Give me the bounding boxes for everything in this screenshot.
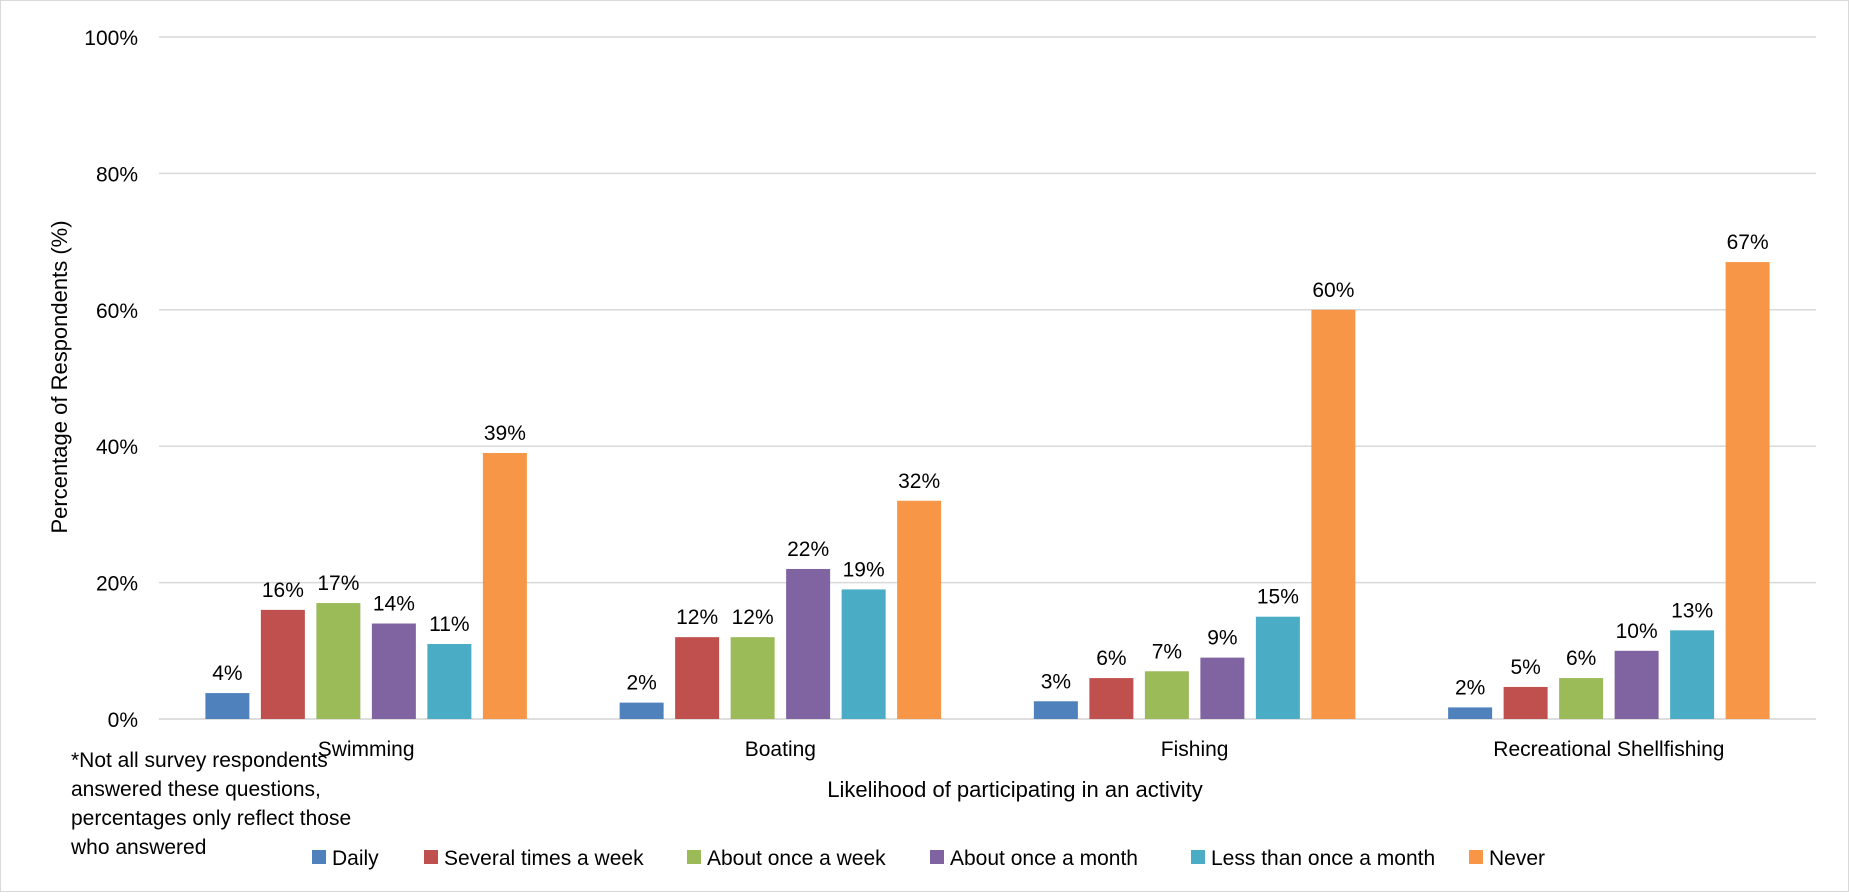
bars bbox=[205, 262, 1770, 719]
data-label: 10% bbox=[1616, 620, 1658, 643]
legend-swatch bbox=[1469, 850, 1483, 864]
legend-item: Less than once a month bbox=[1191, 847, 1435, 870]
bar bbox=[786, 568, 831, 719]
x-axis-ticks: Swimming Boating Fishing Recreational Shell… bbox=[318, 738, 1725, 761]
data-label: 6% bbox=[1566, 647, 1596, 670]
legend-item: Several times a week bbox=[424, 847, 644, 870]
data-label: 15% bbox=[1257, 586, 1299, 609]
bar bbox=[1144, 671, 1189, 719]
x-tick-label: Recreational Shellfishing bbox=[1493, 738, 1724, 761]
data-label: 5% bbox=[1510, 656, 1540, 679]
bar bbox=[427, 643, 472, 719]
bar bbox=[371, 623, 416, 719]
y-tick-label: 60% bbox=[96, 300, 138, 323]
data-label: 16% bbox=[262, 579, 304, 602]
bar bbox=[1559, 678, 1604, 719]
x-tick-label: Fishing bbox=[1161, 738, 1229, 761]
bar bbox=[1089, 678, 1134, 719]
footnote-line: percentages only reflect those bbox=[71, 807, 351, 830]
data-label: 67% bbox=[1727, 231, 1769, 254]
data-label: 3% bbox=[1041, 670, 1071, 693]
legend-swatch bbox=[424, 850, 438, 864]
footnote-line: answered these questions, bbox=[71, 778, 321, 801]
y-tick-label: 20% bbox=[96, 573, 138, 596]
legend-label: Daily bbox=[332, 847, 379, 870]
y-tick-label: 40% bbox=[96, 436, 138, 459]
legend-label: About once a week bbox=[707, 847, 886, 870]
bar bbox=[675, 637, 720, 719]
data-label: 60% bbox=[1312, 279, 1354, 302]
data-label: 14% bbox=[373, 593, 415, 616]
footnote-line: who answered bbox=[70, 836, 206, 859]
data-label: 39% bbox=[484, 422, 526, 445]
data-label: 9% bbox=[1207, 627, 1237, 650]
data-label: 17% bbox=[317, 572, 359, 595]
data-label: 22% bbox=[787, 538, 829, 561]
x-axis-title: Likelihood of participating in an activi… bbox=[827, 777, 1202, 802]
data-label: 2% bbox=[1455, 676, 1485, 699]
legend-item: Never bbox=[1469, 847, 1545, 870]
bar bbox=[1033, 701, 1078, 719]
legend-swatch bbox=[312, 850, 326, 864]
bar bbox=[1255, 616, 1300, 719]
bar bbox=[1448, 707, 1493, 719]
bar bbox=[316, 603, 361, 719]
bar bbox=[1725, 262, 1770, 719]
footnote: *Not all survey respondents answered thes… bbox=[70, 749, 351, 859]
data-label: 12% bbox=[732, 606, 774, 629]
bar bbox=[1311, 309, 1356, 719]
bar bbox=[841, 589, 886, 719]
bar bbox=[1670, 630, 1715, 719]
legend-swatch bbox=[930, 850, 944, 864]
legend-item: About once a month bbox=[930, 847, 1138, 870]
legend-item: About once a week bbox=[687, 847, 886, 870]
bar bbox=[897, 500, 942, 719]
legend-label: Several times a week bbox=[444, 847, 644, 870]
legend-swatch bbox=[1191, 850, 1205, 864]
bar bbox=[482, 453, 527, 719]
y-axis-ticks: 0% 20% 40% 60% 80% 100% bbox=[84, 27, 138, 732]
legend-label: Never bbox=[1489, 847, 1545, 870]
data-label: 11% bbox=[429, 613, 469, 636]
legend: Daily Several times a week About once a we… bbox=[312, 847, 1545, 870]
y-axis-title: Percentage of Respondents (%) bbox=[47, 220, 72, 533]
legend-swatch bbox=[687, 850, 701, 864]
y-tick-label: 100% bbox=[84, 27, 138, 50]
data-label: 13% bbox=[1671, 599, 1713, 622]
bar bbox=[1614, 650, 1659, 719]
data-label: 12% bbox=[676, 606, 718, 629]
data-label: 7% bbox=[1152, 640, 1182, 663]
data-label: 32% bbox=[898, 470, 940, 493]
legend-label: Less than once a month bbox=[1211, 847, 1435, 870]
bar bbox=[730, 637, 775, 719]
bar bbox=[1503, 686, 1548, 719]
y-tick-label: 80% bbox=[96, 163, 138, 186]
y-tick-label: 0% bbox=[108, 709, 138, 732]
bar bbox=[205, 693, 250, 719]
data-label: 2% bbox=[626, 672, 656, 695]
bar bbox=[1200, 657, 1245, 719]
x-tick-label: Boating bbox=[745, 738, 816, 761]
data-label: 4% bbox=[212, 662, 242, 685]
x-tick-label: Swimming bbox=[318, 738, 415, 761]
bar bbox=[260, 609, 305, 719]
legend-item: Daily bbox=[312, 847, 379, 870]
data-labels: 4% 16% 17% 14% 11% 39% 2% 12% 12% 22% 19% 32% 3% 6% 7%… bbox=[212, 231, 1768, 699]
bar bbox=[619, 702, 664, 719]
data-label: 6% bbox=[1096, 647, 1126, 670]
gridlines bbox=[159, 36, 1816, 720]
data-label: 19% bbox=[843, 558, 885, 581]
legend-label: About once a month bbox=[950, 847, 1138, 870]
footnote-line: *Not all survey respondents bbox=[71, 749, 328, 772]
